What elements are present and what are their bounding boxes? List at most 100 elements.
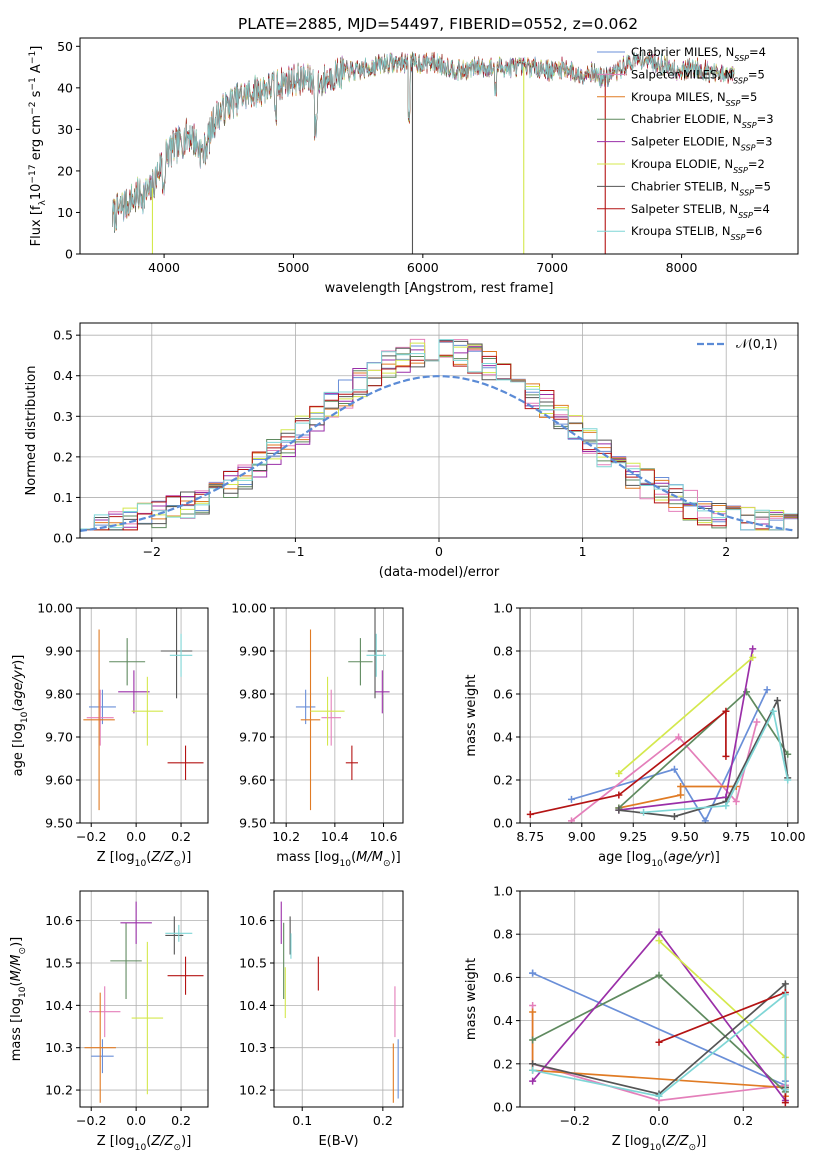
plot-area (83, 608, 204, 811)
ticks: 4000 5000 6000 7000 8000 0 10 20 30 40 50 (57, 39, 697, 275)
errorbar-chabrier_miles (91, 1039, 114, 1074)
legend-label-kroupa_stelib: Kroupa STELIB, NSSP=6 (631, 224, 762, 242)
y-tick-label: 9.60 (239, 773, 267, 788)
y-tick-label: 10.2 (45, 1083, 73, 1098)
series-marker-chabrier_miles (763, 686, 771, 694)
series-kroupa_stelib (640, 707, 792, 816)
y-tick-label: 0.4 (493, 1013, 513, 1028)
x-axis-label: Z [log10(Z/Z⊙)] (97, 1134, 192, 1153)
x-axis-label: mass [log10(M/M⊙)] (276, 850, 400, 869)
y-axis-label: mass weight (464, 674, 479, 756)
legend-label-chabrier_elodie: Chabrier ELODIE, NSSP=3 (631, 112, 774, 130)
errorbar-salpeter_elodie (118, 670, 150, 714)
mass-vs-ebv-panel: 0.1 0.2 10.2 10.3 10.4 10.5 10.6 E(B-V) (239, 890, 404, 1149)
x-tick-label: 0.2 (171, 829, 191, 844)
x-axis-label: Z [log10(Z/Z⊙)] (97, 850, 192, 869)
series-marker-salpeter_stelib (655, 1038, 663, 1046)
series-marker-chabrier_elodie (655, 971, 663, 979)
x-tick-label: 0 (435, 544, 443, 559)
age-vs-metallicity-panel: −0.2 0.0 0.2 9.50 9.60 9.70 9.80 9.90 10.00 Z [lo… (11, 601, 209, 869)
errorbar-salpeter_stelib (167, 956, 204, 995)
errorbar-kroupa_stelib (165, 924, 193, 942)
y-axis-label: mass [log10(M/M⊙)] (9, 937, 28, 1061)
errorbar-chabrier_elodie (109, 638, 146, 686)
series-line-kroupa_stelib (532, 992, 787, 1098)
residuals-panel: −2 −1 0 1 2 0.0 0.1 0.2 0.3 0.4 0.5 (data-model)/er… (24, 322, 799, 580)
errorbar-kroupa_elodie (131, 676, 164, 746)
plot-area (526, 645, 792, 823)
series-line-kroupa_miles (618, 785, 737, 809)
ticks: −2 −1 0 1 2 0.0 0.1 0.2 0.3 0.4 0.5 (53, 328, 730, 559)
series-marker-kroupa_miles (677, 782, 685, 790)
series-chabrier_stelib (615, 696, 792, 821)
y-tick-label: 0.5 (53, 328, 73, 343)
x-tick-label: 0.0 (126, 1113, 146, 1128)
y-tick-label: 1.0 (493, 601, 513, 616)
series-marker-salpeter_stelib (615, 791, 623, 799)
series-kroupa_stelib (529, 991, 789, 1100)
x-tick-label: −2 (143, 544, 161, 559)
y-tick-label: 9.60 (45, 773, 73, 788)
histogram-kroupa_stelib (80, 339, 798, 538)
spectrum-panel: 4000 5000 6000 7000 8000 0 10 20 30 40 50 wavelengt… (28, 37, 799, 296)
errorbar-kroupa_elodie (131, 941, 164, 1095)
series-marker-kroupa_stelib (781, 1086, 789, 1094)
series-marker-kroupa_stelib (784, 776, 792, 784)
y-tick-label: 0.3 (53, 409, 73, 424)
errorbar-kroupa_miles (84, 992, 116, 1103)
x-tick-label: 0.2 (171, 1113, 191, 1128)
y-axis-label: Normed distribution (24, 366, 39, 496)
series-marker-kroupa_miles (529, 1008, 537, 1016)
x-axis-label: E(B-V) (318, 1134, 358, 1149)
y-tick-label: 0.8 (493, 644, 513, 659)
y-tick-label: 10 (57, 205, 73, 220)
errorbar-salpeter_miles (321, 689, 341, 746)
y-axis-label: Flux [fλ10−17 erg cm−2 s−1 A−1] (28, 46, 48, 247)
plot-area (112, 49, 735, 254)
series-marker-kroupa_elodie (655, 937, 663, 945)
errorbar-kroupa_stelib (366, 633, 386, 677)
y-tick-label: 10.6 (239, 913, 267, 928)
y-tick-label: 0.0 (53, 531, 73, 546)
y-tick-label: 9.50 (239, 816, 267, 831)
series-marker-kroupa_elodie (749, 653, 757, 661)
series-marker-salpeter_miles (567, 817, 575, 823)
plot-area (280, 901, 399, 1103)
errorbar-kroupa_miles (300, 629, 321, 811)
errorbar-chabrier_stelib (367, 608, 383, 699)
y-tick-label: 0.4 (493, 730, 513, 745)
plot-area (295, 608, 390, 811)
ticks: −0.2 0.0 0.2 10.2 10.3 10.4 10.5 10.6 (45, 913, 191, 1128)
x-tick-label: 9.50 (671, 829, 699, 844)
series-line-salpeter_stelib (530, 709, 727, 816)
legend-label-salpeter_stelib: Salpeter STELIB, NSSP=4 (631, 202, 770, 220)
legend-label-chabrier_miles: Chabrier MILES, NSSP=4 (631, 45, 766, 63)
series-marker-kroupa_miles (677, 791, 685, 799)
y-tick-label: 50 (57, 39, 73, 54)
series-line-kroupa_elodie (658, 940, 786, 1058)
x-axis-label: wavelength [Angstrom, rest frame] (325, 281, 554, 296)
series-kroupa_elodie (615, 653, 757, 778)
series-marker-chabrier_stelib (781, 980, 789, 988)
weight-vs-age-panel: 8.75 9.00 9.25 9.50 9.75 10.00 0.0 0.2 0.4 0.6 0.8… (464, 601, 806, 870)
grid (520, 890, 798, 1108)
ticks: −0.2 0.0 0.2 9.50 9.60 9.70 9.80 9.90 10.00 (37, 601, 191, 845)
x-tick-label: 1 (579, 544, 587, 559)
y-tick-label: 9.70 (45, 730, 73, 745)
plot-area (529, 928, 789, 1107)
errorbar-salpeter_elodie (375, 670, 390, 714)
series-marker-kroupa_stelib (640, 808, 648, 816)
y-tick-label: 9.90 (239, 644, 267, 659)
legend-label-kroupa_miles: Kroupa MILES, NSSP=5 (631, 90, 757, 108)
errorbar-chabrier_miles (295, 689, 316, 725)
series-marker-kroupa_elodie (615, 770, 623, 778)
y-tick-label: 0.4 (53, 368, 73, 383)
mass-vs-metallicity-panel: −0.2 0.0 0.2 10.2 10.3 10.4 10.5 10.6 Z [log10(Z… (9, 890, 209, 1153)
y-axis-label: mass weight (464, 958, 479, 1040)
series-chabrier_miles (567, 686, 771, 823)
x-axis-label: (data-model)/error (379, 565, 500, 580)
x-axis-label: age [log10(age/yr)] (598, 850, 720, 869)
ticks: 10.2 10.4 10.6 9.50 9.60 9.70 9.80 9.90 10.00 (231, 601, 397, 845)
series-marker-chabrier_miles (529, 969, 537, 977)
errorbar-salpeter_stelib (345, 745, 358, 780)
